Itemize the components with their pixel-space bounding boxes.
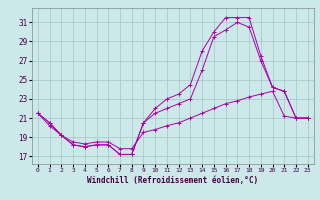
- X-axis label: Windchill (Refroidissement éolien,°C): Windchill (Refroidissement éolien,°C): [87, 176, 258, 185]
